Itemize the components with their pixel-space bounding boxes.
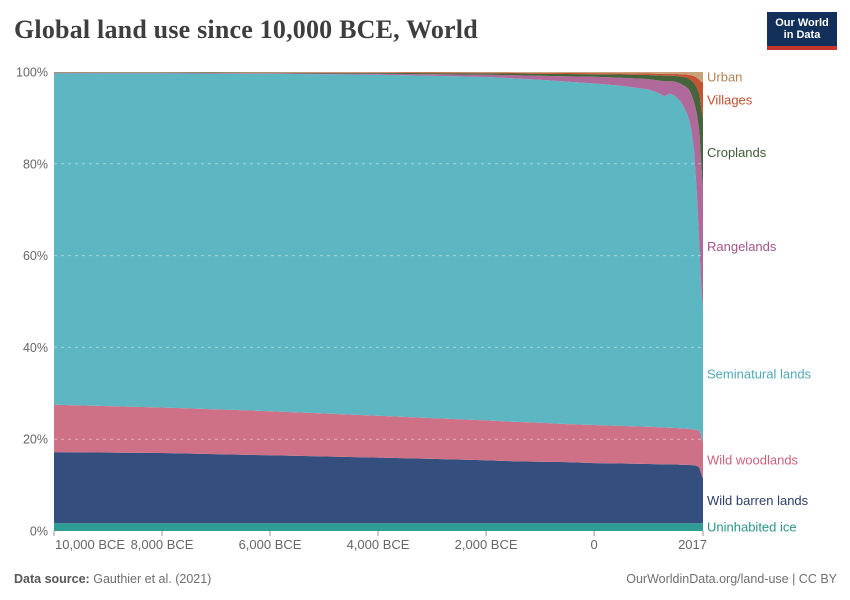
owid-logo-red-bar xyxy=(767,46,837,50)
data-source-label: Data source: xyxy=(14,572,90,586)
area-urban[interactable] xyxy=(54,72,703,83)
x-tick-label: 2,000 BCE xyxy=(455,537,518,552)
credit-link[interactable]: OurWorldinData.org/land-use | CC BY xyxy=(626,572,837,586)
data-source[interactable]: Data source: Gauthier et al. (2021) xyxy=(14,572,211,586)
area-wild-woodlands[interactable] xyxy=(54,404,703,479)
legend-label-croplands[interactable]: Croplands xyxy=(707,145,767,160)
y-tick-label: 60% xyxy=(23,249,48,263)
legend-label-seminatural-lands[interactable]: Seminatural lands xyxy=(707,367,812,382)
x-tick-label: 6,000 BCE xyxy=(239,537,302,552)
x-tick-label: 10,000 BCE xyxy=(55,537,125,552)
area-seminatural-lands[interactable] xyxy=(54,73,703,443)
owid-logo-text: Our World in Data xyxy=(775,16,829,42)
y-tick-label: 80% xyxy=(23,157,48,171)
x-tick-label: 0 xyxy=(590,537,597,552)
y-tick-label: 0% xyxy=(30,525,48,539)
legend-label-wild-barren-lands[interactable]: Wild barren lands xyxy=(707,493,809,508)
area-uninhabited-ice[interactable] xyxy=(54,522,703,531)
legend-label-uninhabited-ice[interactable]: Uninhabited ice xyxy=(707,519,797,534)
area-wild-barren-lands[interactable] xyxy=(54,452,703,524)
x-tick-label: 8,000 BCE xyxy=(131,537,194,552)
y-tick-label: 100% xyxy=(16,66,48,80)
x-tick-label: 4,000 BCE xyxy=(347,537,410,552)
data-source-value: Gauthier et al. (2021) xyxy=(93,572,212,586)
legend-label-villages[interactable]: Villages xyxy=(707,93,753,108)
page-title: Global land use since 10,000 BCE, World xyxy=(14,15,478,44)
x-tick-label: 2017 xyxy=(678,537,707,552)
chart-footer: Data source: Gauthier et al. (2021) OurW… xyxy=(0,568,850,592)
y-tick-label: 20% xyxy=(23,433,48,447)
legend-label-urban[interactable]: Urban xyxy=(707,70,742,85)
legend-label-rangelands[interactable]: Rangelands xyxy=(707,239,777,254)
y-tick-label: 40% xyxy=(23,341,48,355)
owid-logo[interactable]: Our World in Data xyxy=(767,12,837,50)
legend-label-wild-woodlands[interactable]: Wild woodlands xyxy=(707,453,799,468)
